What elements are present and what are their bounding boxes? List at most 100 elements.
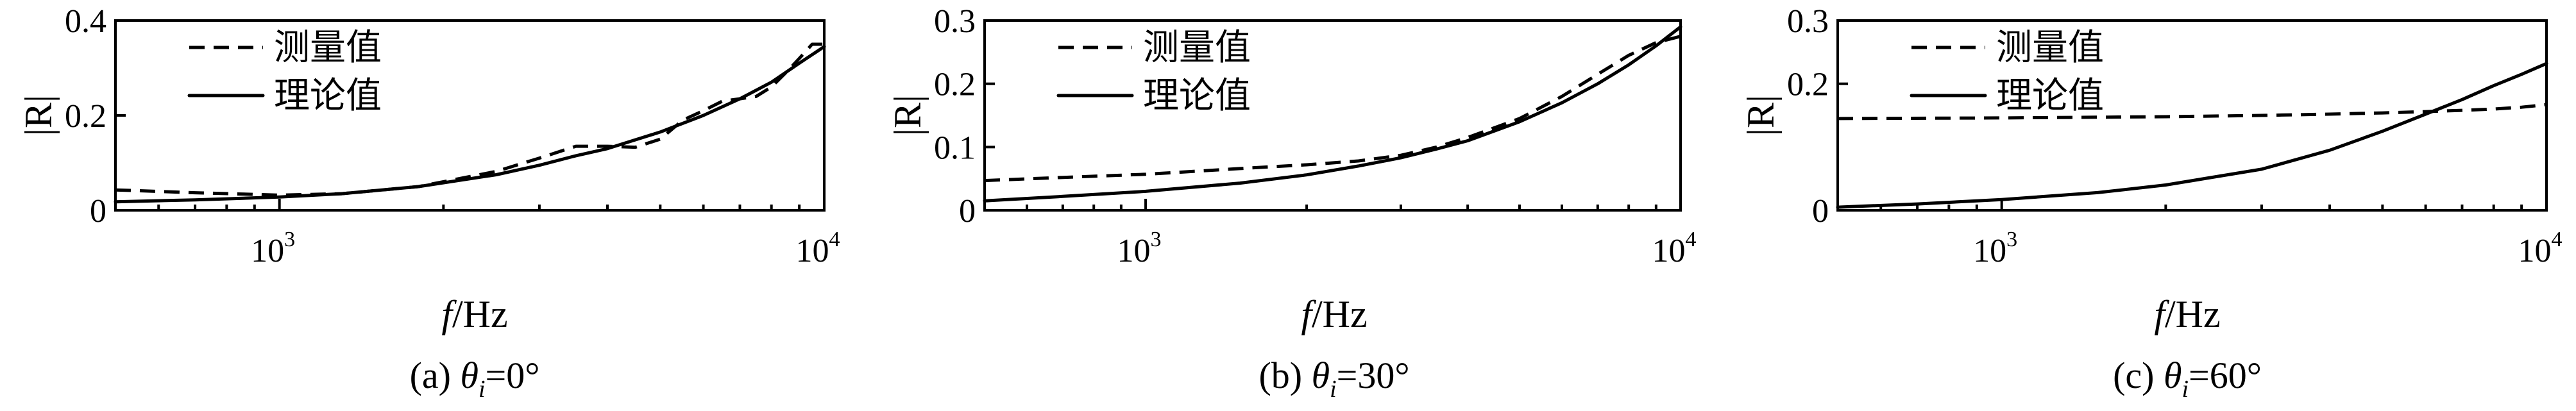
data-point [771, 81, 772, 83]
data-point [984, 180, 985, 181]
data-point [1145, 191, 1146, 192]
series-line-measured [115, 42, 824, 197]
y-tick-label: 0 [1812, 193, 1829, 230]
data-point [2493, 85, 2495, 87]
data-point [1306, 164, 1307, 165]
y-tick-label: 0.3 [1787, 3, 1829, 40]
x-tick-label: 104 [1652, 228, 1697, 269]
data-point [115, 201, 116, 203]
legend-label-0: 测量值 [274, 27, 382, 69]
series-line-measured [1837, 103, 2547, 121]
x-tick-label: 103 [1117, 228, 1162, 269]
y-tick-label: 0.2 [934, 67, 976, 103]
data-point [1306, 174, 1307, 176]
x-tick-label: 104 [796, 228, 840, 269]
y-axis-label: |R| [1740, 95, 1782, 136]
data-point [607, 146, 608, 147]
data-point [1145, 174, 1146, 175]
series-line-measured [984, 35, 1681, 183]
data-point [984, 200, 985, 201]
data-point [2097, 192, 2098, 194]
data-point [1519, 121, 1520, 122]
data-point [1519, 118, 1520, 119]
data-point [2425, 111, 2427, 112]
data-point [1917, 203, 1918, 205]
data-point [1358, 165, 1359, 167]
panel-caption: (c) θi=60° [2113, 355, 2262, 403]
data-point [660, 131, 661, 133]
data-point [1680, 26, 1681, 28]
y-tick-label: 0.2 [1787, 67, 1829, 103]
x-axis-label: f/Hz [441, 293, 507, 335]
data-point [799, 63, 800, 64]
data-point [1400, 157, 1402, 158]
series-line-theoretical [983, 25, 1682, 203]
data-point [682, 120, 684, 121]
data-point [1062, 177, 1063, 178]
data-point [824, 44, 825, 45]
data-point [341, 193, 343, 194]
data-point [1062, 196, 1063, 197]
data-point [1561, 103, 1563, 104]
panel-caption: (a) θi=0° [410, 355, 540, 403]
data-point [2382, 131, 2384, 132]
data-point [1628, 55, 1629, 56]
series-line-theoretical [114, 45, 826, 204]
data-point [496, 171, 497, 172]
y-tick-label: 0 [90, 193, 106, 230]
data-point [2521, 74, 2522, 75]
data-point [539, 158, 540, 159]
data-point [279, 197, 280, 198]
data-point [2329, 113, 2330, 115]
data-point [194, 192, 196, 194]
panel-caption: (b) θi=30° [1258, 355, 1409, 403]
y-tick-label: 0 [959, 193, 976, 230]
y-axis-label: |R| [886, 95, 929, 136]
data-point [2425, 113, 2427, 115]
data-point [575, 146, 577, 147]
data-point [811, 44, 813, 45]
data-point [1561, 96, 1563, 97]
data-point [1837, 118, 1838, 119]
data-point [771, 87, 772, 88]
data-point [2521, 106, 2522, 108]
data-point [194, 199, 196, 201]
data-point [740, 98, 741, 99]
data-point [2462, 99, 2463, 101]
data-point [2001, 199, 2003, 200]
data-point [1436, 149, 1437, 150]
data-point [2462, 110, 2463, 111]
y-tick-label: 0.4 [65, 3, 106, 40]
plot-frame [1836, 19, 2548, 212]
data-point [2165, 185, 2167, 186]
data-point [2001, 117, 2003, 119]
data-point [2493, 108, 2495, 110]
legend-label-1: 理论值 [1996, 75, 2104, 117]
data-point [1239, 183, 1241, 184]
data-point [1837, 206, 1838, 208]
data-point [1358, 160, 1359, 162]
data-point [2261, 115, 2262, 116]
data-point [824, 46, 825, 47]
data-point [2546, 63, 2547, 64]
data-point [1656, 46, 1657, 47]
legend-label-0: 测量值 [1996, 27, 2104, 69]
x-axis-label: f/Hz [1301, 293, 1367, 335]
data-point [2165, 116, 2167, 117]
data-point [2546, 104, 2547, 105]
data-point [635, 147, 636, 148]
data-point [2382, 112, 2384, 113]
data-point [1467, 140, 1468, 142]
data-point [703, 115, 704, 116]
series-line-theoretical [1836, 62, 2548, 209]
data-point [703, 110, 704, 112]
x-tick-label: 104 [2518, 228, 2563, 269]
legend-label-1: 理论值 [274, 75, 382, 117]
y-tick-label: 0.1 [934, 130, 976, 166]
plot-frame [983, 19, 1682, 212]
data-point [756, 96, 757, 97]
data-point [2261, 169, 2262, 170]
